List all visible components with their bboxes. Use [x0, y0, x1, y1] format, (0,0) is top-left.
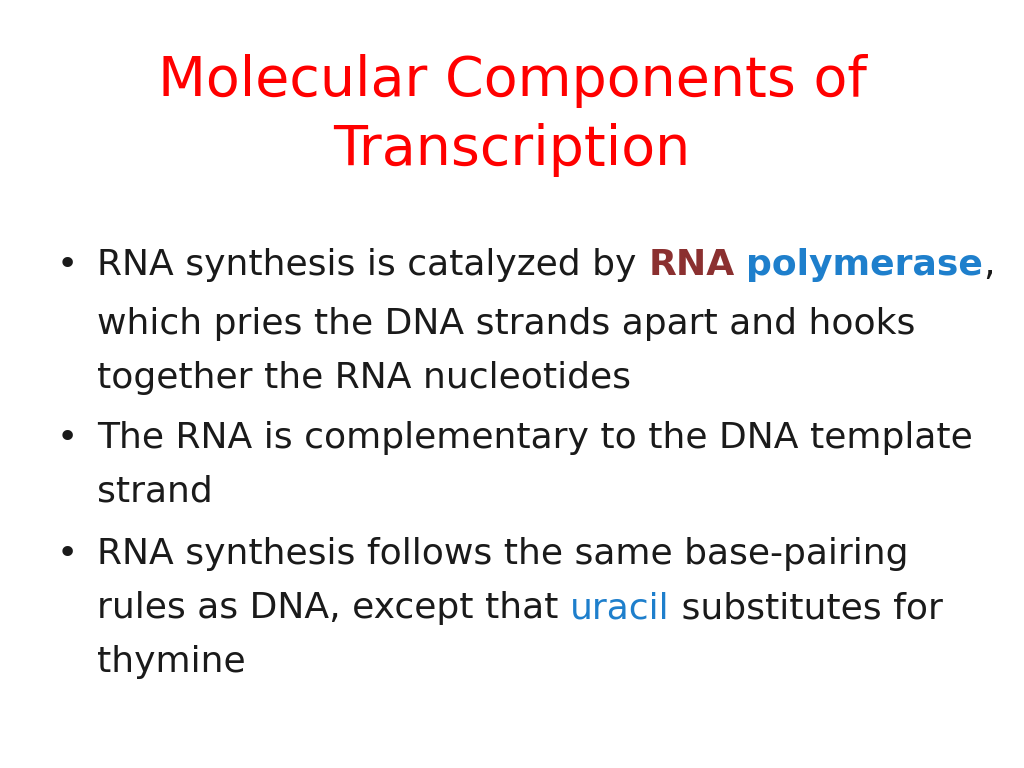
Text: •: • — [56, 248, 78, 282]
Text: polymerase: polymerase — [745, 248, 983, 282]
Text: •: • — [56, 538, 78, 571]
Text: RNA: RNA — [648, 248, 734, 282]
Text: rules as DNA, except that: rules as DNA, except that — [97, 591, 570, 625]
Text: which pries the DNA strands apart and hooks: which pries the DNA strands apart and ho… — [97, 307, 915, 341]
Text: •: • — [56, 421, 78, 455]
Text: Transcription: Transcription — [334, 123, 690, 177]
Text: thymine: thymine — [97, 645, 246, 679]
Text: substitutes for: substitutes for — [670, 591, 943, 625]
Text: together the RNA nucleotides: together the RNA nucleotides — [97, 361, 631, 395]
Text: Molecular Components of: Molecular Components of — [158, 54, 866, 108]
Text: The RNA is complementary to the DNA template: The RNA is complementary to the DNA temp… — [97, 421, 973, 455]
Text: ,: , — [983, 248, 994, 282]
Text: RNA synthesis is catalyzed by: RNA synthesis is catalyzed by — [97, 248, 648, 282]
Text: RNA synthesis follows the same base-pairing: RNA synthesis follows the same base-pair… — [97, 538, 908, 571]
Text: uracil: uracil — [570, 591, 670, 625]
Text: strand: strand — [97, 475, 213, 508]
